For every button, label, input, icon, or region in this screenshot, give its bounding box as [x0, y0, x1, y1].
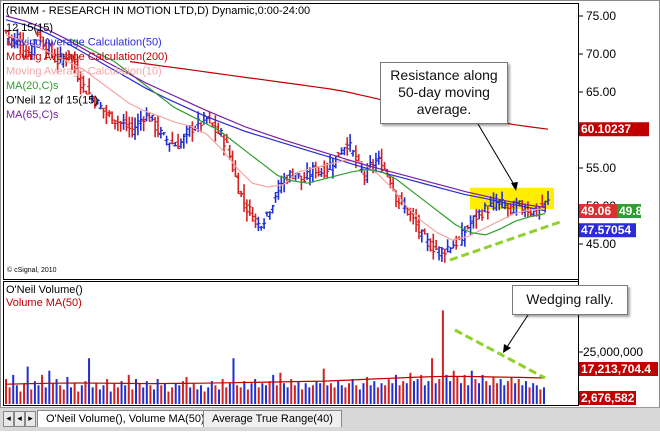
wedging-arrow — [504, 311, 531, 351]
tab-oneil-volume[interactable]: O'Neil Volume(), Volume MA(50) — [37, 410, 214, 427]
indicator-tab-bar: ◂ ◂ ▸ O'Neil Volume(), Volume MA(50) Ave… — [0, 407, 660, 431]
volume-ma-value-tag-bg — [579, 362, 658, 376]
legend-entry: MA(65,C)s — [6, 109, 59, 121]
legend-entry: 12 15(15) — [6, 22, 53, 34]
volume-ma-legend: Volume MA(50) — [6, 297, 82, 309]
axis-tick-label: 55.00 — [586, 161, 616, 175]
ma-line — [5, 34, 546, 241]
value-tags: 60.10237 49.06 49.85 47.57054 17,213,704.4 2,… — [579, 122, 658, 405]
volume-ma-curve — [5, 375, 545, 385]
ma50-value-tag: 47.57054 — [581, 223, 631, 237]
ma-line — [69, 38, 546, 236]
legend-entry: Moving Average Calculation(10) — [6, 66, 162, 78]
ma200-value-tag: 60.10237 — [581, 122, 631, 136]
price-legend: 12 15(15) Moving Average Calculation(50) M… — [6, 22, 168, 121]
volume-bars — [5, 310, 545, 404]
volume-pane-title: O'Neil Volume() — [6, 284, 83, 296]
volume-ma-line — [5, 375, 545, 385]
volume-ma-value-tag: 17,213,704.4 — [581, 362, 651, 376]
legend-entry: Moving Average Calculation(50) — [6, 37, 162, 49]
legend-entry: O'Neil 12 of 15(15) — [6, 95, 98, 107]
scroll-prev-icon[interactable]: ◂ — [14, 411, 25, 427]
scroll-first-icon[interactable]: ◂ — [3, 411, 14, 427]
resistance-callout-text: Resistance along 50-day moving average. — [390, 67, 498, 117]
legend-entry: Moving Average Calculation(200) — [6, 51, 168, 63]
support-trendline — [449, 220, 561, 262]
legend-entry: MA(20,C)s — [6, 80, 59, 92]
volume-value-tag-bg — [579, 391, 636, 405]
ma10-value-tag: 49.06 — [581, 204, 611, 218]
ma200-value-tag-bg — [579, 122, 649, 137]
ma20-value-tag: 49.85 — [619, 204, 649, 218]
wedging-arrowhead — [503, 344, 511, 353]
ma10-value-tag-bg — [579, 204, 617, 219]
copyright-label: © cSignal, 2010 — [7, 266, 57, 274]
annotation-lines — [449, 123, 561, 380]
axis-tick-label: 65.00 — [586, 85, 616, 99]
tab-average-true-range[interactable]: Average True Range(40) — [203, 410, 342, 427]
resistance-arrow — [477, 123, 517, 189]
price-pane — [3, 3, 579, 280]
volume-axis-tick-label: 25,000,000 — [583, 345, 643, 359]
ma20-value-tag-bg — [617, 204, 641, 219]
moving-average-lines — [5, 15, 549, 241]
ma-line — [5, 15, 546, 209]
wedging-callout: Wedging rally. — [512, 285, 628, 315]
resistance-arrowhead — [511, 182, 518, 191]
axis-tick-label: 75.00 — [586, 9, 616, 23]
ma50-value-tag-bg — [579, 223, 636, 238]
axis-tick-label: 70.00 — [586, 47, 616, 61]
ma-line — [5, 19, 546, 212]
resistance-callout: Resistance along 50-day moving average. — [380, 62, 508, 124]
scroll-next-icon[interactable]: ▸ — [25, 411, 36, 427]
price-pane-title: (RIMM - RESEARCH IN MOTION LTD,D) Dynami… — [6, 5, 310, 17]
axis-tick-label: 45.00 — [586, 237, 616, 251]
volume-wedge-line — [454, 328, 546, 380]
wedging-callout-text: Wedging rally. — [526, 291, 614, 307]
volume-value-tag: 2,676,582 — [581, 391, 635, 405]
